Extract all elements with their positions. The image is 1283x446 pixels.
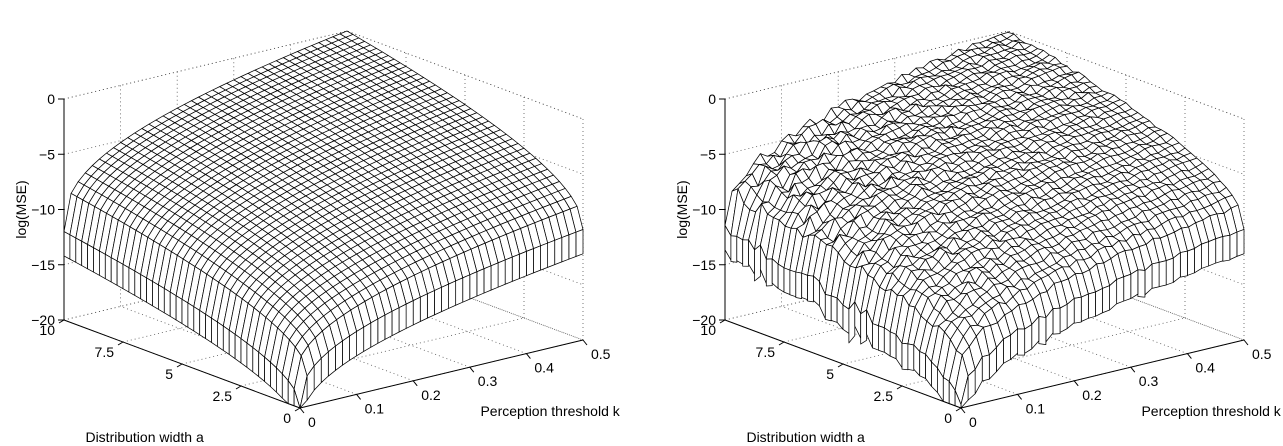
k-tick-label: 0.3 [1139,373,1159,389]
k-tick-mark [356,394,361,400]
k-tick-label: 0.5 [591,346,611,362]
a-tick-mark [294,407,301,412]
z-tick-label: −20 [31,312,55,328]
z-tick-label: 0 [708,91,716,107]
a-tick-label: 10 [700,322,716,338]
z-tick-label: −15 [31,257,55,273]
k-axis-line [960,339,1245,409]
a-tick-mark [955,407,962,412]
k-tick-label: 0.3 [478,373,498,389]
k-tick-mark [1187,353,1192,359]
a-tick-label: 7.5 [95,344,115,360]
z-tick-label: 0 [47,91,55,107]
a-tick-label: 0 [944,410,952,426]
z-tick-label: −5 [700,146,716,162]
k-tick-label: 0.2 [1082,387,1102,403]
a-tick-mark [896,385,903,390]
z-tick-label: −10 [692,202,716,218]
a-tick-label: 5 [165,366,173,382]
k-tick-mark [299,407,305,414]
surface-mesh [63,30,584,409]
k-tick-mark [469,366,475,373]
x-axis-label: Perception threshold k [480,403,620,419]
a-tick-mark [837,363,844,368]
k-tick-label: 0.1 [1026,400,1046,416]
k-tick-mark [582,339,588,346]
axes: 0 0.1 0.2 0.3 0.4 0.5 0 2.5 5 7.5 10 0 −5 −10 −15 −20 [31,91,610,430]
a-tick-mark [778,341,785,346]
z-axis-label: log(MSE) [674,180,690,238]
surface-skirt [724,225,1245,409]
z-tick-label: −5 [39,146,55,162]
z-tick-label: −20 [692,312,716,328]
k-tick-mark [1130,366,1136,373]
k-tick-label: 0.5 [1252,346,1272,362]
k-tick-label: 0 [969,414,977,430]
left-surface-plot: 0 0.1 0.2 0.3 0.4 0.5 0 2.5 5 7.5 10 0 −5 −10 −15 −20 lo… [13,30,621,445]
a-tick-mark [176,363,183,368]
right-surface-plot: 0 0.1 0.2 0.3 0.4 0.5 0 2.5 5 7.5 10 0 −5 −10 −15 −20 lo… [674,30,1282,445]
z-axis-label: log(MSE) [13,180,29,238]
k-tick-label: 0 [308,414,316,430]
y-axis-label: Distribution width a [746,429,864,445]
k-tick-mark [1073,380,1079,387]
k-tick-mark [412,380,418,387]
z-tick-label: −10 [31,202,55,218]
k-tick-mark [960,407,966,414]
a-tick-label: 7.5 [756,344,776,360]
k-tick-mark [526,353,531,359]
x-axis-label: Perception threshold k [1141,403,1281,419]
k-tick-label: 0.4 [1195,360,1215,376]
y-axis-label: Distribution width a [85,429,203,445]
k-tick-mark [1243,339,1249,346]
k-tick-mark [1017,394,1022,400]
k-tick-label: 0.1 [365,400,385,416]
a-tick-label: 10 [39,322,55,338]
surface-skirt [63,229,584,409]
a-tick-label: 0 [283,410,291,426]
surface-mesh [724,31,1245,405]
axes: 0 0.1 0.2 0.3 0.4 0.5 0 2.5 5 7.5 10 0 −5 −10 −15 −20 [692,91,1271,430]
a-tick-mark [235,385,242,390]
z-tick-label: −15 [692,257,716,273]
k-tick-label: 0.4 [534,360,554,376]
a-tick-label: 2.5 [874,388,894,404]
k-axis-line [299,339,584,409]
a-tick-label: 2.5 [213,388,233,404]
a-tick-label: 5 [826,366,834,382]
k-tick-label: 0.2 [421,387,441,403]
a-tick-mark [117,341,124,346]
